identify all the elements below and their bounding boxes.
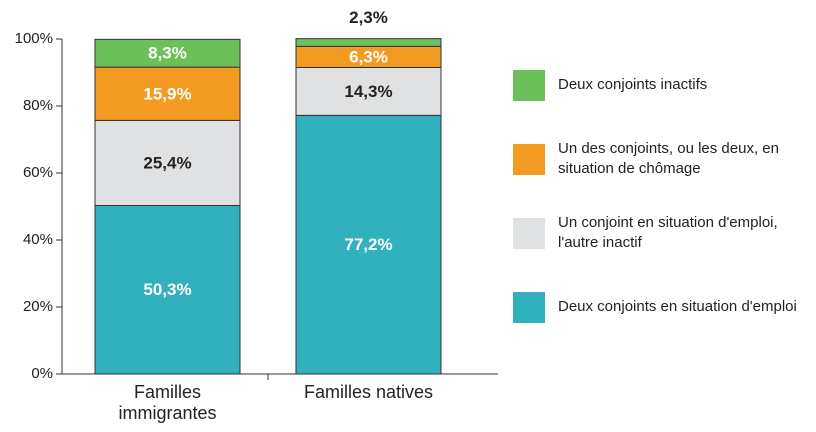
legend-label: Deux conjoints en situation d'emploi bbox=[558, 298, 797, 315]
data-label: 77,2% bbox=[344, 235, 392, 254]
data-label: 14,3% bbox=[344, 82, 392, 101]
data-label: 50,3% bbox=[143, 280, 191, 299]
legend-swatch bbox=[513, 218, 545, 249]
bar-segment bbox=[295, 66, 442, 116]
legend-swatch bbox=[513, 292, 545, 323]
bar-segment bbox=[94, 66, 241, 121]
legend-swatch bbox=[513, 70, 545, 101]
legend-swatch bbox=[513, 144, 545, 175]
y-tick-label: 80% bbox=[23, 97, 53, 114]
y-tick-label: 100% bbox=[15, 30, 53, 47]
bar-segment bbox=[94, 38, 241, 68]
data-label: 6,3% bbox=[349, 47, 388, 66]
y-tick-label: 60% bbox=[23, 164, 53, 181]
data-label: 2,3% bbox=[349, 8, 388, 27]
data-label: 25,4% bbox=[143, 153, 191, 172]
data-label: 15,9% bbox=[143, 84, 191, 103]
y-tick-label: 20% bbox=[23, 298, 53, 315]
data-label: 8,3% bbox=[148, 44, 187, 63]
y-tick-label: 0% bbox=[31, 365, 53, 382]
x-tick-label: Familles natives bbox=[303, 382, 434, 402]
x-tick-label: Familles immigrantes bbox=[118, 382, 217, 423]
legend-label: Un conjoint en situation d'emploi, l'aut… bbox=[558, 214, 778, 251]
bar-segment bbox=[295, 38, 442, 47]
y-tick-label: 40% bbox=[23, 231, 53, 248]
legend-label: Deux conjoints inactifs bbox=[558, 76, 708, 93]
legend-label: Un des conjoints, ou les deux, en situat… bbox=[558, 140, 779, 177]
